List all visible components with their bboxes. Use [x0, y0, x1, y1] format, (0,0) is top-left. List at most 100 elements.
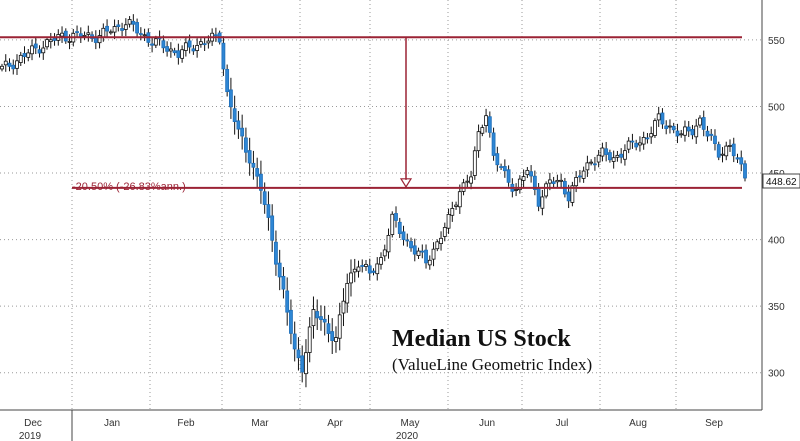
candle: [645, 132, 650, 144]
candle: [604, 141, 609, 162]
candle: [198, 38, 203, 48]
candle: [367, 258, 372, 281]
level-lines: [0, 36, 742, 189]
candle: [105, 19, 109, 39]
candle: [352, 258, 357, 283]
candle: [506, 165, 511, 187]
candle: [698, 115, 702, 128]
candle: [638, 136, 642, 152]
candle: [176, 43, 181, 65]
candle: [236, 111, 241, 139]
candle: [581, 166, 586, 183]
candle: [75, 25, 79, 38]
candle: [97, 29, 102, 49]
candle: [405, 233, 410, 247]
candle: [120, 22, 124, 37]
candle: [247, 137, 252, 176]
x-tick-label: Dec: [24, 418, 42, 429]
x-tick-label: Aug: [629, 418, 647, 429]
candle: [386, 228, 391, 259]
candle: [337, 302, 342, 351]
candle: [0, 63, 4, 72]
candle: [300, 345, 305, 383]
candle: [172, 47, 177, 56]
candle: [379, 252, 383, 270]
candle: [296, 337, 301, 371]
y-tick-label: 400: [768, 236, 785, 247]
candle: [213, 27, 218, 42]
candle: [86, 25, 91, 42]
candle: [668, 119, 672, 134]
drawdown-annotation: -20.50% (-26.83%ann.): [72, 181, 186, 193]
y-tick-label: 550: [768, 36, 785, 47]
candle: [592, 156, 597, 171]
candle: [311, 296, 316, 339]
candle: [127, 16, 132, 28]
last-value-label: 448.62: [766, 177, 797, 188]
candle: [394, 206, 398, 228]
x-year-label: 2019: [19, 431, 42, 441]
candle: [615, 150, 620, 162]
candle: [653, 118, 657, 138]
candle: [259, 160, 263, 204]
candle: [427, 255, 432, 270]
candle: [349, 259, 353, 297]
candle: [686, 121, 691, 138]
candle: [649, 126, 654, 144]
x-year-label: 2020: [396, 431, 419, 441]
candle: [371, 268, 376, 276]
drawdown-arrowhead: [399, 178, 413, 188]
candle: [664, 120, 669, 135]
x-tick-label: Jan: [104, 418, 120, 429]
candle: [161, 35, 166, 54]
candle: [135, 18, 139, 37]
candle: [683, 120, 687, 142]
candle: [671, 122, 676, 134]
candle: [608, 149, 612, 163]
candle: [701, 110, 706, 137]
chart-title: Median US Stock: [392, 326, 571, 352]
candle: [589, 159, 594, 166]
candle: [33, 37, 38, 55]
candle: [82, 31, 87, 40]
candle: [142, 28, 147, 42]
candle: [623, 144, 627, 166]
candle: [412, 238, 417, 262]
candle: [743, 160, 747, 182]
candle: [307, 317, 312, 363]
candle: [675, 123, 680, 144]
candle: [555, 174, 560, 188]
candle: [585, 155, 590, 177]
candle: [709, 128, 714, 141]
y-tick-label: 350: [768, 302, 785, 313]
candle: [232, 95, 237, 135]
candle: [694, 118, 699, 144]
candle: [401, 225, 406, 246]
candle: [446, 208, 451, 234]
x-tick-label: Mar: [251, 418, 269, 429]
candle: [442, 222, 447, 242]
candle: [495, 146, 500, 172]
candle: [611, 150, 616, 169]
y-tick-label: 500: [768, 102, 785, 113]
candle: [656, 106, 661, 127]
candle: [112, 19, 117, 40]
candle: [521, 169, 526, 188]
candle: [424, 244, 428, 269]
last-value-badge: 448.62: [762, 173, 800, 189]
y-tick-label: 300: [768, 369, 785, 380]
candle: [191, 44, 196, 55]
candle: [619, 148, 624, 164]
candles: [0, 14, 747, 388]
candle: [487, 111, 492, 138]
candle: [439, 231, 443, 251]
candle: [431, 242, 436, 267]
candle: [570, 181, 575, 207]
candle: [183, 36, 188, 57]
candle: [577, 169, 582, 183]
candle: [3, 54, 8, 72]
candle: [469, 170, 473, 190]
candle: [382, 244, 387, 262]
candle: [266, 191, 271, 231]
